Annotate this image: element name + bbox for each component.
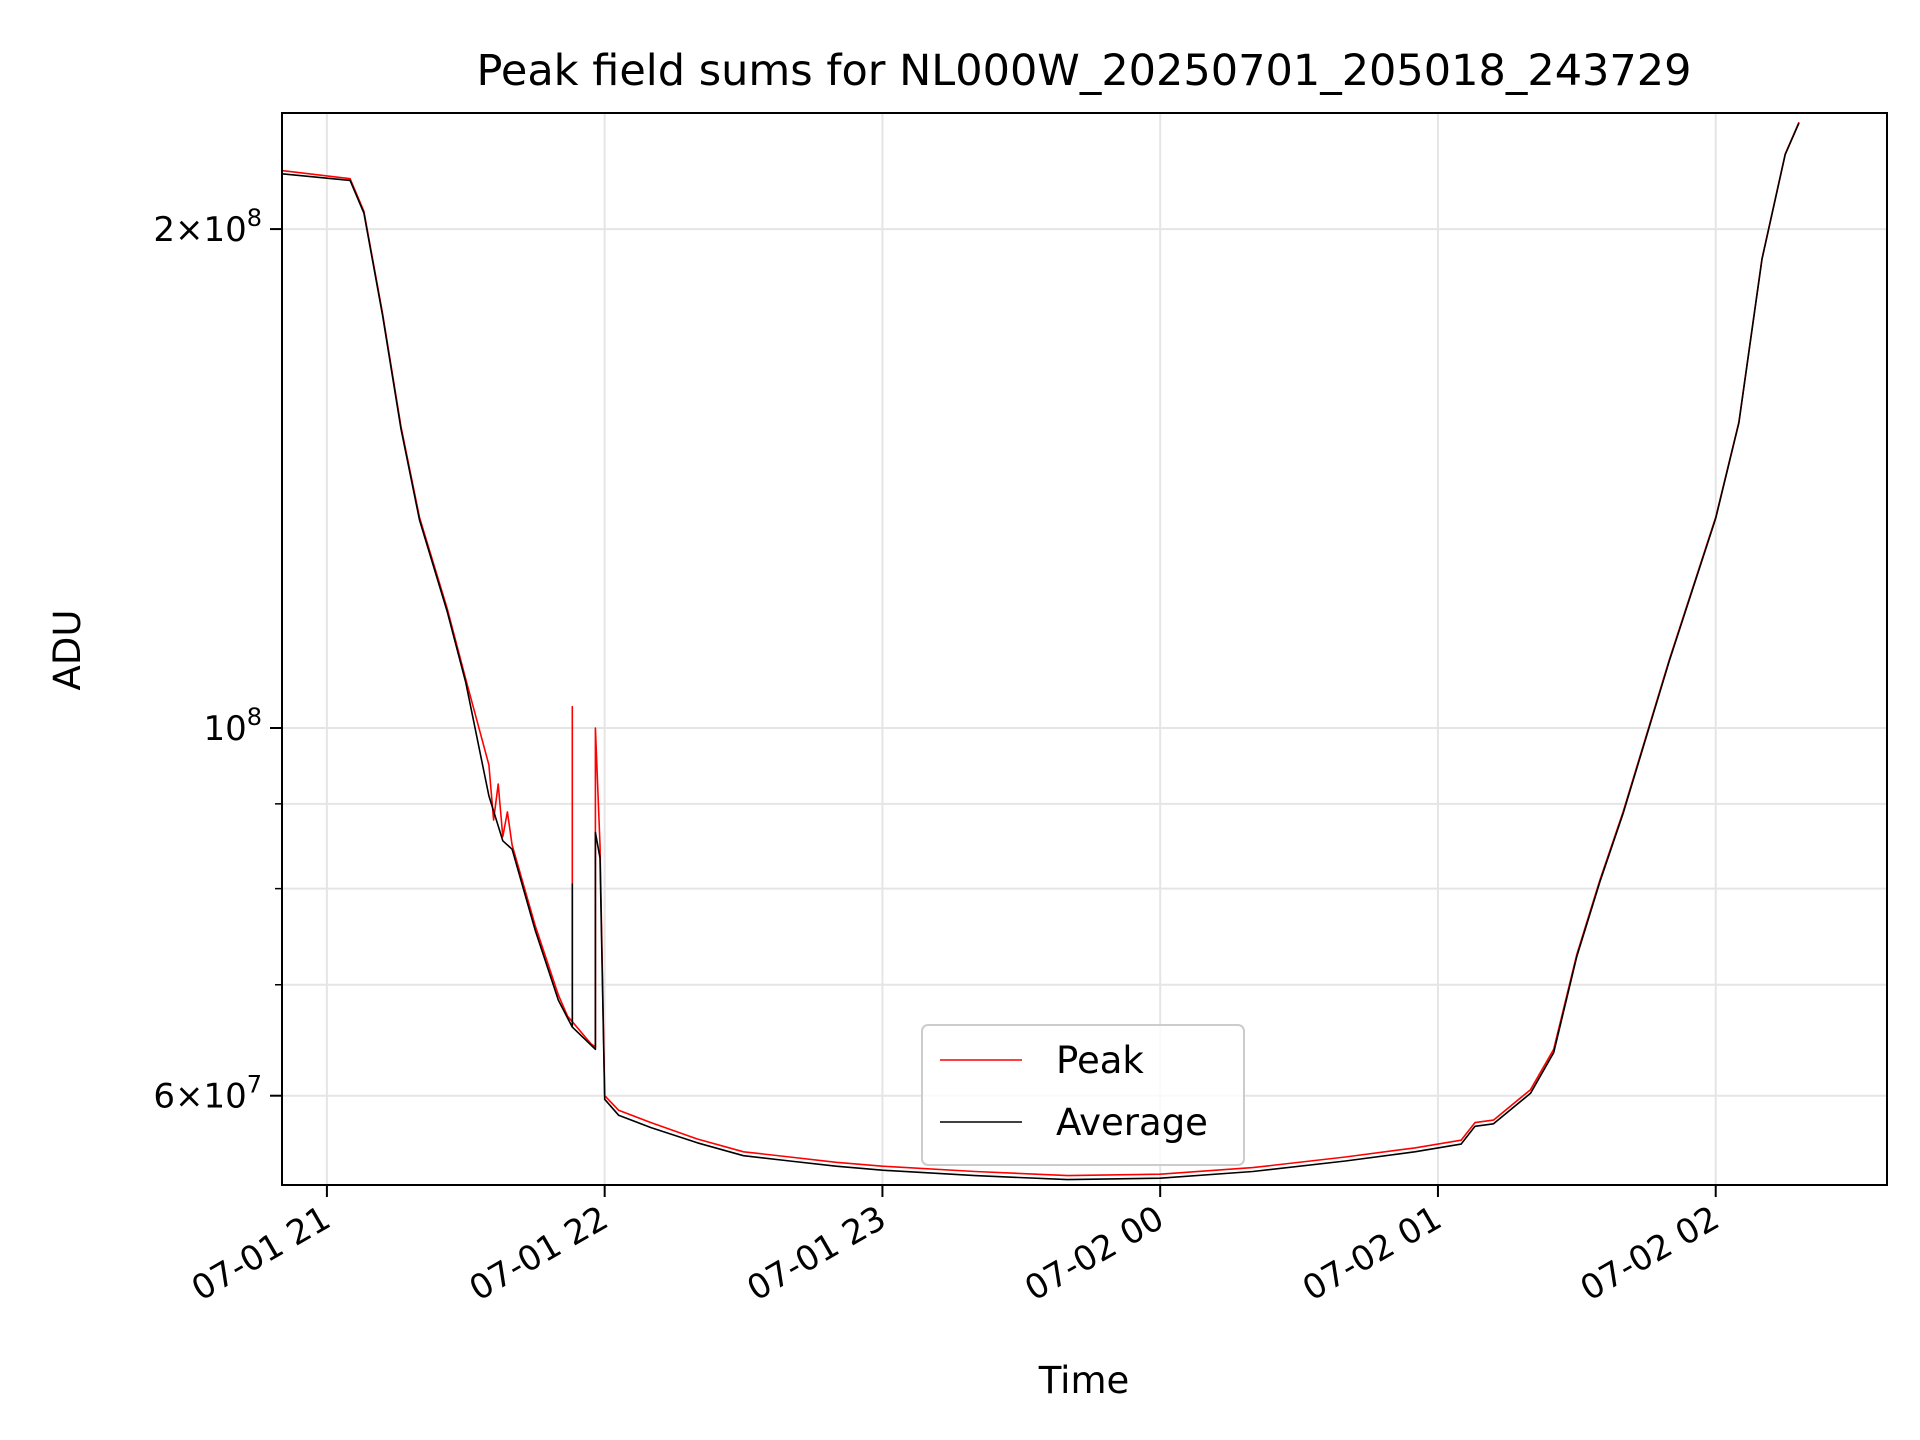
y-tick-label: 2×108 [153, 204, 262, 250]
chart-title: Peak field sums for NL000W_20250701_2050… [476, 46, 1691, 96]
legend-label-average: Average [1056, 1101, 1208, 1144]
y-tick-label: 108 [203, 703, 262, 749]
legend: Peak Average [921, 1024, 1245, 1166]
x-axis-label: Time [1038, 1359, 1130, 1402]
plot-frame [281, 112, 1888, 1186]
y-axis: 6×107 108 2×108 [153, 204, 282, 1117]
y-axis-label: ADU [46, 610, 89, 691]
legend-label-peak: Peak [1056, 1039, 1144, 1082]
series-layer [282, 121, 1800, 1181]
y-tick-label: 6×107 [153, 1071, 262, 1117]
series-line-average [282, 122, 1800, 1181]
